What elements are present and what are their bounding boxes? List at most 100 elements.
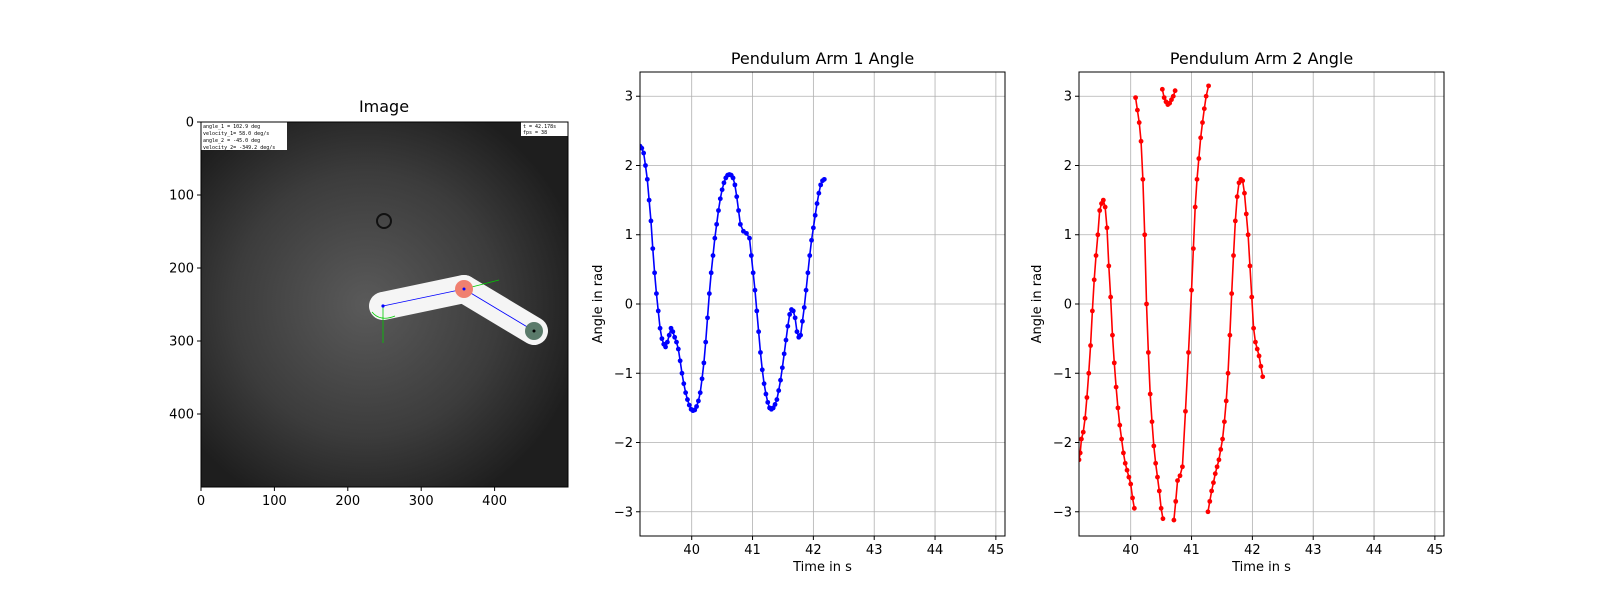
overlay-left-line-1: angle_1 = 102.9 deg (203, 124, 260, 130)
data-point (657, 325, 663, 331)
data-point (1211, 480, 1216, 486)
overlay-left-box (201, 122, 287, 150)
data-point (732, 182, 738, 188)
data-point (1232, 218, 1238, 224)
data-point (1203, 93, 1209, 99)
data-point (787, 311, 793, 317)
data-point (778, 377, 783, 383)
data-point (1221, 419, 1227, 425)
data-point (1133, 95, 1138, 101)
data-point (1256, 353, 1262, 359)
data-point (758, 350, 763, 355)
data-point (803, 287, 809, 293)
series-line (1134, 97, 1164, 519)
y-tick-label: −2 (614, 436, 633, 451)
data-point (1253, 339, 1258, 345)
data-point (1117, 422, 1123, 428)
data-point (737, 221, 743, 227)
data-point (1225, 370, 1231, 376)
y-tick-label: −3 (614, 505, 633, 520)
data-point (783, 337, 789, 343)
x-tick-label: 43 (1305, 543, 1322, 558)
data-point (774, 397, 780, 402)
x-tick-label: 40 (1122, 543, 1139, 558)
data-point (1196, 156, 1202, 161)
data-point (1151, 443, 1157, 449)
data-point (1260, 374, 1266, 380)
data-point (1147, 391, 1153, 397)
data-point (798, 332, 803, 338)
data-point (748, 253, 754, 258)
chart-title: Pendulum Arm 1 Angle (731, 49, 914, 68)
data-point (1194, 176, 1200, 182)
data-point (765, 399, 771, 405)
data-point (1242, 190, 1247, 196)
data-point (641, 150, 647, 156)
x-tick-label: 45 (1427, 543, 1444, 558)
data-point (655, 308, 661, 314)
data-point (1209, 488, 1215, 494)
data-point (712, 235, 718, 241)
data-point (670, 329, 676, 335)
data-point (756, 329, 762, 335)
image-ytick-label: 200 (169, 262, 194, 277)
x-axis-label: Time in s (792, 560, 852, 575)
image-ytick-label: 300 (169, 335, 194, 350)
data-point (677, 358, 683, 364)
data-point (1145, 350, 1151, 355)
data-point (721, 180, 727, 186)
data-point (1175, 478, 1180, 483)
data-point (1212, 471, 1218, 477)
data-point (1091, 277, 1097, 283)
data-point (1102, 204, 1108, 210)
overlay-left-line-2: velocity_1= 58.0 deg/s (203, 131, 269, 137)
data-point (1218, 447, 1224, 452)
data-point (1243, 211, 1249, 217)
data-point (685, 397, 690, 402)
joint-1-center (462, 287, 466, 291)
y-tick-label: 2 (625, 159, 633, 174)
series-group (1079, 83, 1266, 523)
y-tick-label: 1 (1064, 228, 1072, 243)
data-point (1227, 332, 1233, 338)
data-point (1170, 93, 1176, 99)
data-point (663, 344, 668, 350)
data-point (1144, 301, 1149, 307)
data-point (1200, 120, 1205, 125)
data-point (1249, 294, 1255, 300)
y-tick-label: 1 (625, 228, 633, 243)
data-point (1136, 120, 1142, 125)
y-tick-label: −1 (1053, 367, 1072, 382)
data-point (640, 145, 645, 151)
data-point (747, 235, 752, 241)
data-point (759, 367, 765, 373)
data-point (785, 323, 791, 329)
data-point (1089, 308, 1095, 314)
data-point (1088, 343, 1093, 348)
data-point (1106, 263, 1112, 269)
image-xtick-label: 400 (482, 494, 507, 509)
data-point (736, 208, 741, 213)
data-point (686, 402, 692, 408)
data-point (1080, 429, 1086, 435)
data-point (1234, 194, 1240, 200)
x-tick-label: 44 (927, 543, 944, 558)
data-point (1108, 294, 1114, 300)
data-point (1079, 457, 1082, 463)
data-point (801, 305, 807, 310)
y-tick-label: −2 (1053, 436, 1072, 451)
data-point (1172, 88, 1178, 94)
image-axes-frame (200, 121, 569, 488)
data-point (681, 381, 687, 387)
data-point (1135, 107, 1140, 113)
data-point (1198, 135, 1204, 141)
data-point (650, 246, 656, 251)
data-point (1130, 495, 1135, 501)
data-point (1124, 467, 1130, 473)
y-tick-label: 3 (625, 90, 633, 105)
data-point (1079, 450, 1083, 456)
data-point (1113, 384, 1119, 390)
x-tick-label: 41 (1183, 543, 1200, 558)
data-point (752, 287, 758, 293)
